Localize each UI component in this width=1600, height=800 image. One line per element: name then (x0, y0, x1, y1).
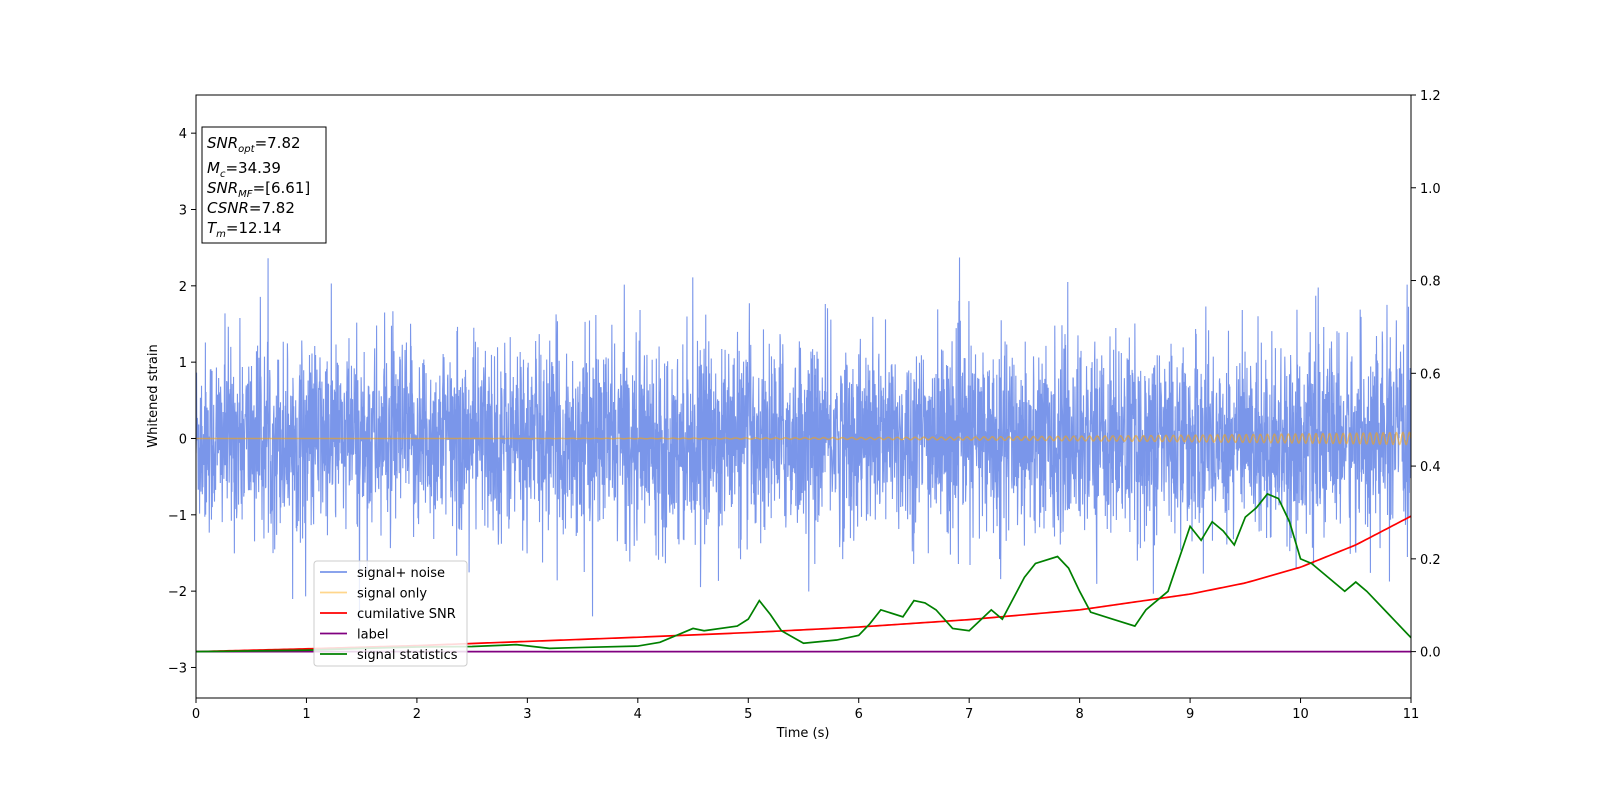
annotation-tm: Tm=12.14 (207, 219, 281, 240)
legend-label: signal+ noise (357, 566, 445, 581)
annotation-csnr: CSNR=7.82 (207, 199, 295, 217)
legend-label: label (357, 628, 388, 643)
annotation-box: SNRopt=7.82 Mc=34.39 SNRMF=[6.61] CSNR=7… (201, 126, 327, 244)
x-tick-label: 2 (413, 707, 421, 722)
x-tick-label: 4 (634, 707, 642, 722)
x-axis-label: Time (s) (776, 726, 830, 741)
annotation-snr-mf: SNRMF=[6.61] (207, 179, 310, 200)
x-tick-label: 1 (302, 707, 310, 722)
y-left-tick-label: 1 (179, 356, 187, 371)
y-axis-left-ticks: −3 −2 −1 0 1 2 3 4 (168, 127, 196, 676)
legend-label: signal only (357, 587, 427, 602)
y-left-tick-label: 2 (179, 280, 187, 295)
y-axis-right-ticks: 0.0 0.2 0.4 0.6 0.8 1.0 1.2 (1411, 89, 1441, 661)
x-axis-ticks: 0 1 2 3 4 5 6 7 8 9 10 11 (192, 698, 1419, 722)
legend: signal+ noise signal only cumilative SNR la… (313, 560, 468, 667)
legend-label: cumilative SNR (357, 607, 456, 622)
legend-box (313, 560, 468, 667)
y-left-tick-label: −3 (168, 661, 187, 676)
y-right-tick-label: 1.0 (1420, 182, 1441, 197)
x-tick-label: 11 (1403, 707, 1420, 722)
y-left-tick-label: 3 (179, 203, 187, 218)
y-axis-label: Whitened strain (146, 344, 161, 447)
annotation-mc: Mc=34.39 (207, 159, 281, 180)
plot-area-frame (195, 94, 1412, 699)
y-right-tick-label: 0.6 (1420, 367, 1441, 382)
x-tick-label: 6 (855, 707, 863, 722)
y-left-tick-label: 4 (179, 127, 187, 142)
series-line-signal-statistics (196, 492, 1411, 653)
annotation-snr-opt: SNRopt=7.82 (207, 134, 301, 155)
x-tick-label: 10 (1292, 707, 1309, 722)
y-right-tick-label: 0.2 (1420, 553, 1441, 568)
x-tick-label: 7 (965, 707, 973, 722)
x-tick-label: 8 (1075, 707, 1083, 722)
series-line-signal-noise (196, 257, 1411, 621)
series-line-signal-only (196, 431, 1411, 446)
y-right-tick-label: 1.2 (1420, 89, 1441, 104)
x-tick-label: 5 (744, 707, 752, 722)
y-left-tick-label: −2 (168, 585, 187, 600)
y-left-tick-label: −1 (168, 509, 187, 524)
x-tick-label: 0 (192, 707, 200, 722)
x-tick-label: 3 (523, 707, 531, 722)
y-right-tick-label: 0.4 (1420, 460, 1441, 475)
legend-label: signal statistics (357, 648, 458, 663)
y-right-tick-label: 0.8 (1420, 275, 1441, 290)
y-left-tick-label: 0 (179, 432, 187, 447)
y-right-tick-label: 0.0 (1420, 646, 1441, 661)
x-tick-label: 9 (1186, 707, 1194, 722)
